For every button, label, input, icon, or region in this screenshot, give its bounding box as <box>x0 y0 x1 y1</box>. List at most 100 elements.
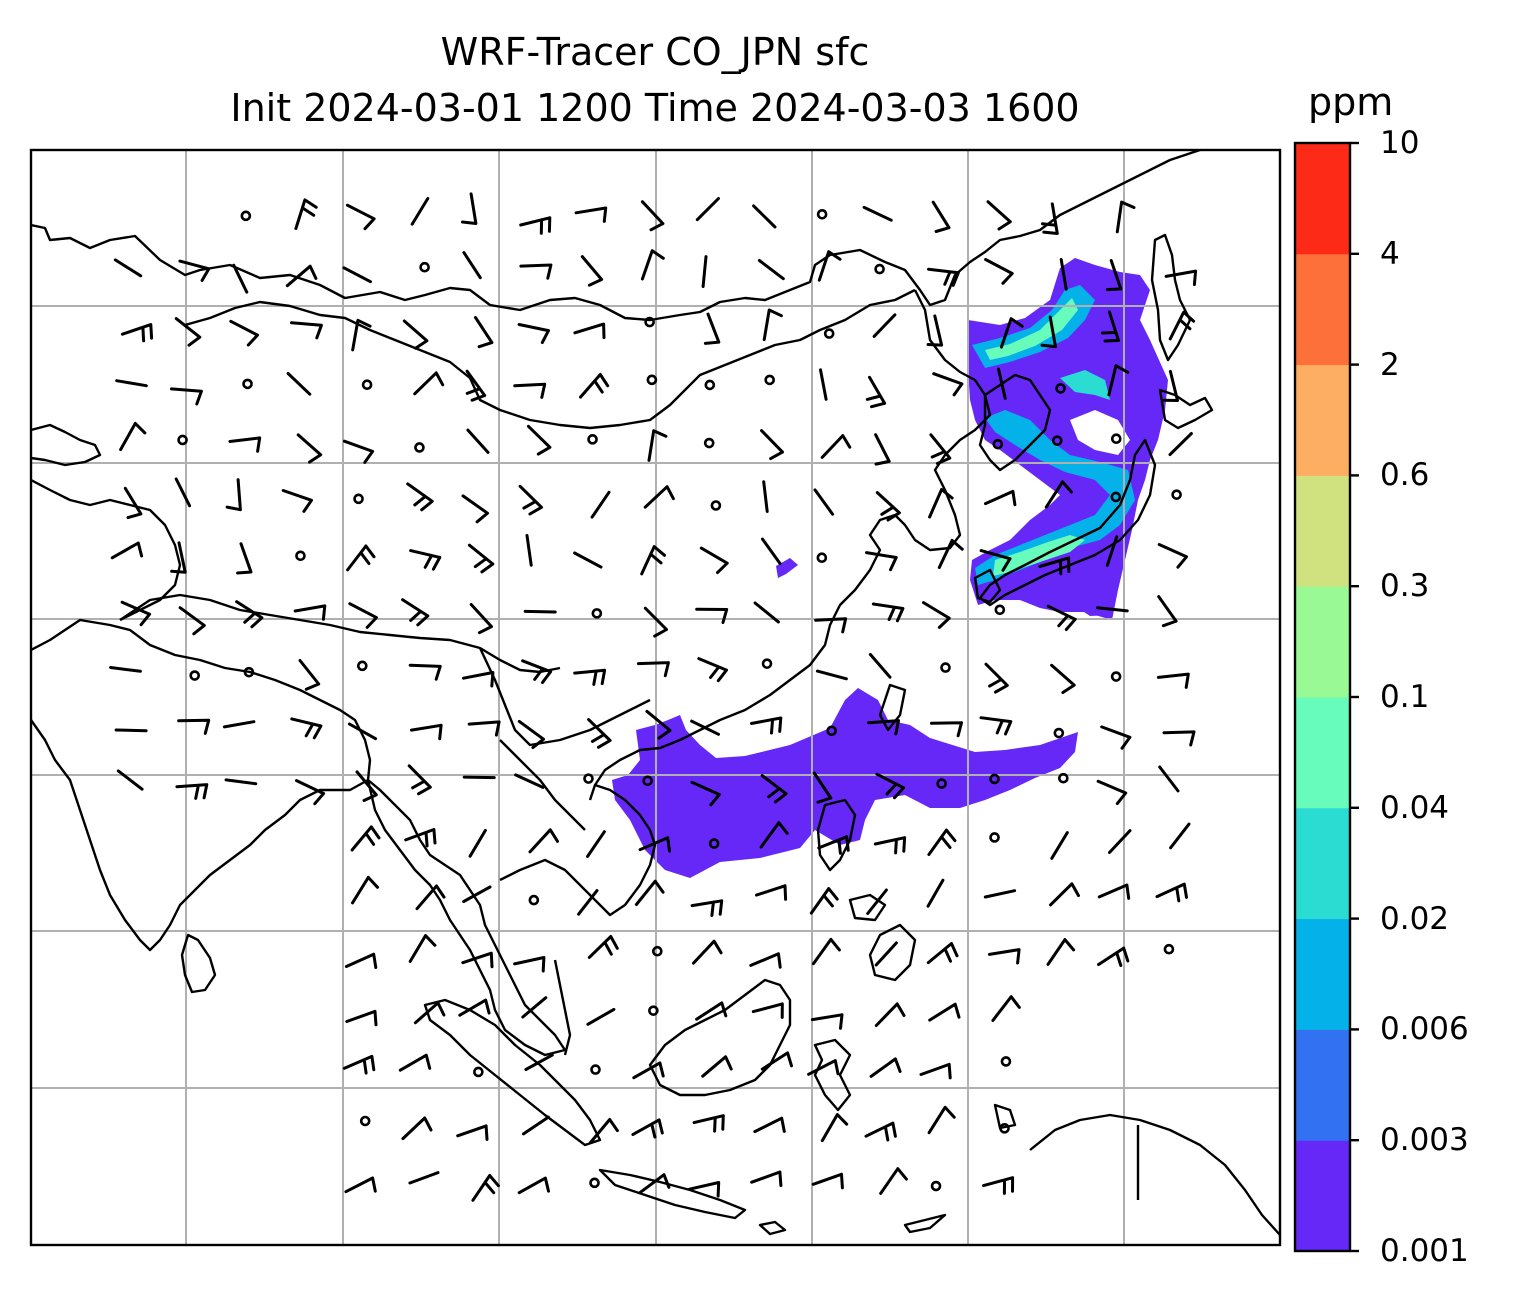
wind-barb <box>982 1176 1015 1195</box>
coastline-north <box>31 150 1201 322</box>
wind-barb <box>468 828 487 858</box>
colorbar-tick-label: 0.04 <box>1380 789 1450 826</box>
wind-barb <box>1105 259 1123 292</box>
wind-barb <box>469 603 493 635</box>
wind-barb <box>294 198 318 230</box>
wind-calm-marker <box>1163 943 1175 955</box>
wind-barb <box>296 433 323 464</box>
border-laos <box>499 739 586 831</box>
wind-barb <box>1169 822 1191 850</box>
wind-barb <box>867 719 900 736</box>
wind-barb <box>632 1061 665 1080</box>
wind-barb <box>1097 946 1130 967</box>
wind-barb <box>574 206 608 223</box>
wind-calm-marker <box>1000 1056 1012 1067</box>
wind-barb <box>919 1062 952 1080</box>
wind-barb <box>753 1116 786 1134</box>
wind-barb <box>757 259 785 281</box>
wind-barb <box>120 323 154 343</box>
wind-barb <box>927 828 957 856</box>
wind-barb <box>407 764 432 796</box>
wind-calm-marker <box>644 316 655 328</box>
wind-calm-marker <box>994 604 1006 616</box>
wind-barb <box>815 669 848 681</box>
colorbar <box>1293 141 1359 1253</box>
coastline-gulf-thailand <box>499 783 657 917</box>
wind-barb <box>753 601 780 624</box>
wind-barb <box>587 935 619 959</box>
wind-barb <box>404 828 437 848</box>
wind-barb <box>398 1053 432 1072</box>
wind-barb <box>458 998 491 1017</box>
coastline-island-bali <box>758 1220 787 1236</box>
wind-calm-marker <box>295 550 306 562</box>
wind-barb <box>355 770 378 802</box>
wind-calm-marker <box>419 261 430 273</box>
colorbar-tick-label: 4 <box>1380 235 1400 272</box>
wind-barb <box>1115 200 1136 234</box>
colorbar-segment <box>1295 918 1350 1030</box>
wind-calm-marker <box>1110 433 1122 445</box>
wind-barb <box>517 719 545 750</box>
wind-barb <box>461 192 478 225</box>
wind-barb <box>875 491 901 522</box>
wind-barb <box>871 602 905 623</box>
wind-calm-marker <box>930 1180 942 1192</box>
wind-calm-marker <box>243 666 255 678</box>
wind-barb <box>638 1173 671 1195</box>
wind-barb <box>979 716 1013 736</box>
wind-barb <box>1108 829 1132 854</box>
wind-barb <box>224 778 258 786</box>
wind-calm-marker <box>703 437 715 449</box>
colorbar-segment <box>1295 697 1350 809</box>
wind-calm-marker <box>591 608 603 619</box>
wind-barb <box>461 494 489 524</box>
wind-calm-marker <box>652 945 663 957</box>
wind-barb <box>814 617 848 634</box>
wind-barb <box>697 657 728 683</box>
wind-barb <box>526 424 552 456</box>
wind-barb <box>474 316 494 349</box>
wind-calm-marker <box>590 1064 601 1075</box>
wind-barb <box>290 717 323 740</box>
wind-calm-marker <box>587 434 598 445</box>
colorbar-segment <box>1295 1029 1350 1141</box>
wind-barb <box>462 251 482 280</box>
wind-barb <box>1164 269 1198 286</box>
wind-barb <box>344 1176 377 1194</box>
wind-barb <box>986 200 1012 231</box>
wind-barbs <box>109 192 1198 1202</box>
wind-barb <box>456 1124 489 1141</box>
wind-barb <box>461 951 494 969</box>
wind-barb <box>517 1176 550 1195</box>
wind-calm-marker <box>940 662 951 673</box>
wind-barb <box>1044 480 1073 509</box>
wind-barb <box>762 480 769 513</box>
wind-barb <box>466 428 490 454</box>
colorbar-segment <box>1295 253 1350 366</box>
wind-barb <box>643 485 675 509</box>
wind-barb <box>350 825 381 852</box>
wind-barb <box>346 544 376 572</box>
wind-barb <box>699 546 729 575</box>
wind-barb <box>225 478 242 512</box>
colorbar-tick-label: 0.003 <box>1380 1122 1469 1159</box>
colorbar-tick-label: 0.6 <box>1380 457 1430 494</box>
wind-barb <box>285 264 318 288</box>
wind-barb <box>521 996 548 1019</box>
wind-barb <box>513 956 546 973</box>
wind-barb <box>177 718 211 735</box>
wind-barb <box>1050 831 1069 860</box>
wind-barb <box>413 371 445 396</box>
wind-barb <box>807 1059 840 1076</box>
coastline-sulawesi <box>813 1038 852 1112</box>
wind-barb <box>587 718 612 749</box>
wind-barb <box>984 662 1009 694</box>
wind-barb <box>345 203 376 231</box>
wind-barb <box>408 934 437 963</box>
wind-barb <box>1158 765 1180 793</box>
wind-calm-marker <box>992 438 1004 450</box>
wind-calm-marker <box>646 374 658 386</box>
wind-barb <box>643 606 668 638</box>
wind-barb <box>701 255 708 288</box>
